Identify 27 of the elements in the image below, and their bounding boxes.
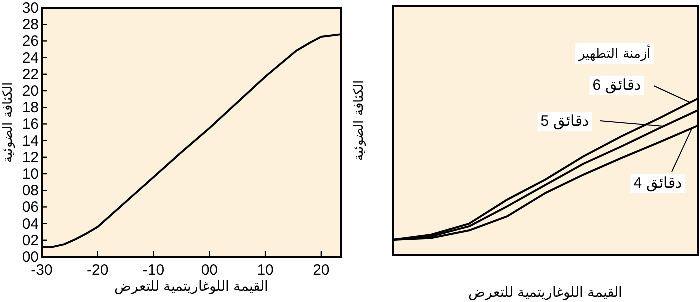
y-tick-label: 04 — [22, 216, 39, 233]
y-axis-title: الكثافة الضوئية — [351, 80, 367, 161]
x-tick-label: -10 — [142, 262, 165, 279]
y-tick-label: 06 — [22, 199, 39, 216]
x-tick-label: 00 — [201, 262, 218, 279]
y-tick-label: 24 — [22, 50, 39, 67]
legend-label: 6 دقائق — [592, 77, 642, 94]
legend-label: 5 دقائق — [540, 113, 590, 130]
series-label: 4 دقائق — [634, 175, 682, 192]
y-tick-label: 28 — [22, 16, 39, 34]
y-tick-label: 12 — [22, 149, 39, 166]
y-tick-label: 18 — [22, 100, 39, 117]
y-tick-label: 16 — [22, 116, 39, 134]
y-tick-label: 26 — [22, 33, 39, 50]
y-tick-label: 10 — [22, 166, 39, 183]
y-tick-label: 14 — [22, 132, 39, 150]
y-tick-label: 02 — [22, 232, 39, 250]
x-axis-title: القيمة اللوغاريتمية للتعرض — [468, 284, 622, 301]
x-tick-label: 20 — [313, 262, 330, 279]
x-tick-label: 10 — [257, 262, 274, 279]
y-tick-label: 22 — [22, 66, 39, 84]
x-axis-title: القيمة اللوغاريتمية للتعرض — [114, 278, 268, 295]
y-tick-label: 20 — [22, 83, 39, 100]
y-axis-title: الكثافة الضوئية — [0, 82, 16, 163]
y-tick-label: 30 — [22, 0, 39, 17]
x-tick-label: -20 — [87, 262, 109, 279]
y-tick-label: 08 — [22, 182, 39, 200]
